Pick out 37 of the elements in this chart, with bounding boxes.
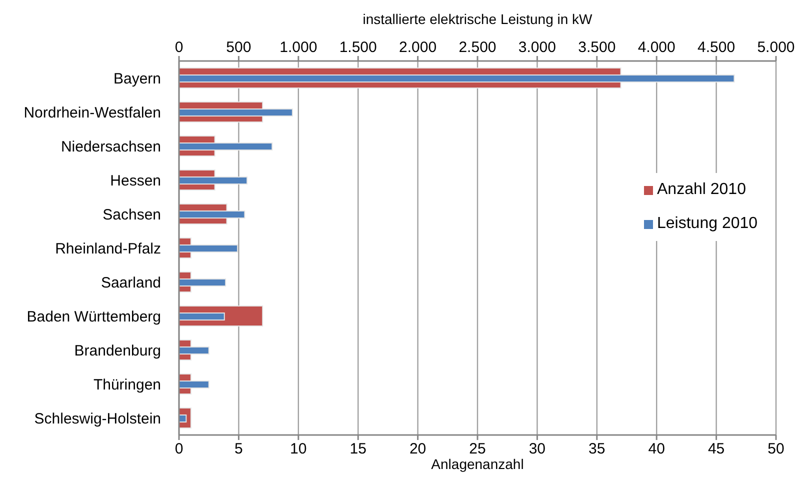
y-tick-label: Bayern bbox=[113, 70, 161, 88]
x2-tick-label: 500 bbox=[226, 39, 252, 56]
x-tick-label: 30 bbox=[528, 440, 546, 458]
x2-tick-label: 5.000 bbox=[757, 39, 795, 56]
y-tick-label: Hessen bbox=[110, 172, 161, 190]
legend-label: Leistung 2010 bbox=[657, 215, 758, 233]
x-tick-label: 0 bbox=[174, 440, 184, 458]
x2-tick-label: 0 bbox=[174, 39, 184, 56]
x-tick-label: 15 bbox=[350, 440, 366, 458]
x-tick-label: 45 bbox=[708, 440, 725, 458]
x2-tick-label: 4.500 bbox=[698, 39, 736, 56]
y-tick-label: Niedersachsen bbox=[60, 138, 161, 156]
y-tick-label: Baden Württemberg bbox=[26, 308, 161, 326]
x2-tick-label: 3.000 bbox=[518, 39, 556, 56]
y-tick-label: Schleswig-Holstein bbox=[34, 410, 161, 428]
y-tick-label: Rheinland-Pfalz bbox=[55, 240, 161, 258]
legend-label: Anzahl 2010 bbox=[657, 181, 746, 199]
x-axis-title: Anlagenanzahl bbox=[431, 456, 524, 472]
y-tick-label: Nordrhein-Westfalen bbox=[24, 104, 161, 122]
x-tick-label: 40 bbox=[648, 440, 665, 458]
y-tick-label: Brandenburg bbox=[74, 342, 161, 360]
x2-tick-label: 1.500 bbox=[339, 39, 377, 56]
x2-tick-label: 3.500 bbox=[578, 39, 616, 56]
x-tick-label: 35 bbox=[588, 440, 606, 458]
x-tick-label: 25 bbox=[469, 440, 486, 458]
y-tick-label: Sachsen bbox=[102, 206, 161, 224]
y-tick-label: Thüringen bbox=[93, 376, 161, 394]
x2-tick-label: 2.500 bbox=[458, 39, 496, 56]
x2-tick-label: 1.000 bbox=[280, 39, 318, 56]
x-tick-label: 50 bbox=[768, 440, 784, 458]
x-tick-label: 20 bbox=[409, 440, 426, 458]
x2-tick-label: 2.000 bbox=[399, 39, 437, 56]
x-tick-label: 5 bbox=[234, 440, 243, 458]
x2-axis-title: installierte elektrische Leistung in kW bbox=[362, 11, 594, 27]
x-tick-label: 10 bbox=[290, 440, 307, 458]
y-tick-label: Saarland bbox=[100, 274, 161, 292]
x2-tick-label: 4.000 bbox=[638, 39, 676, 56]
